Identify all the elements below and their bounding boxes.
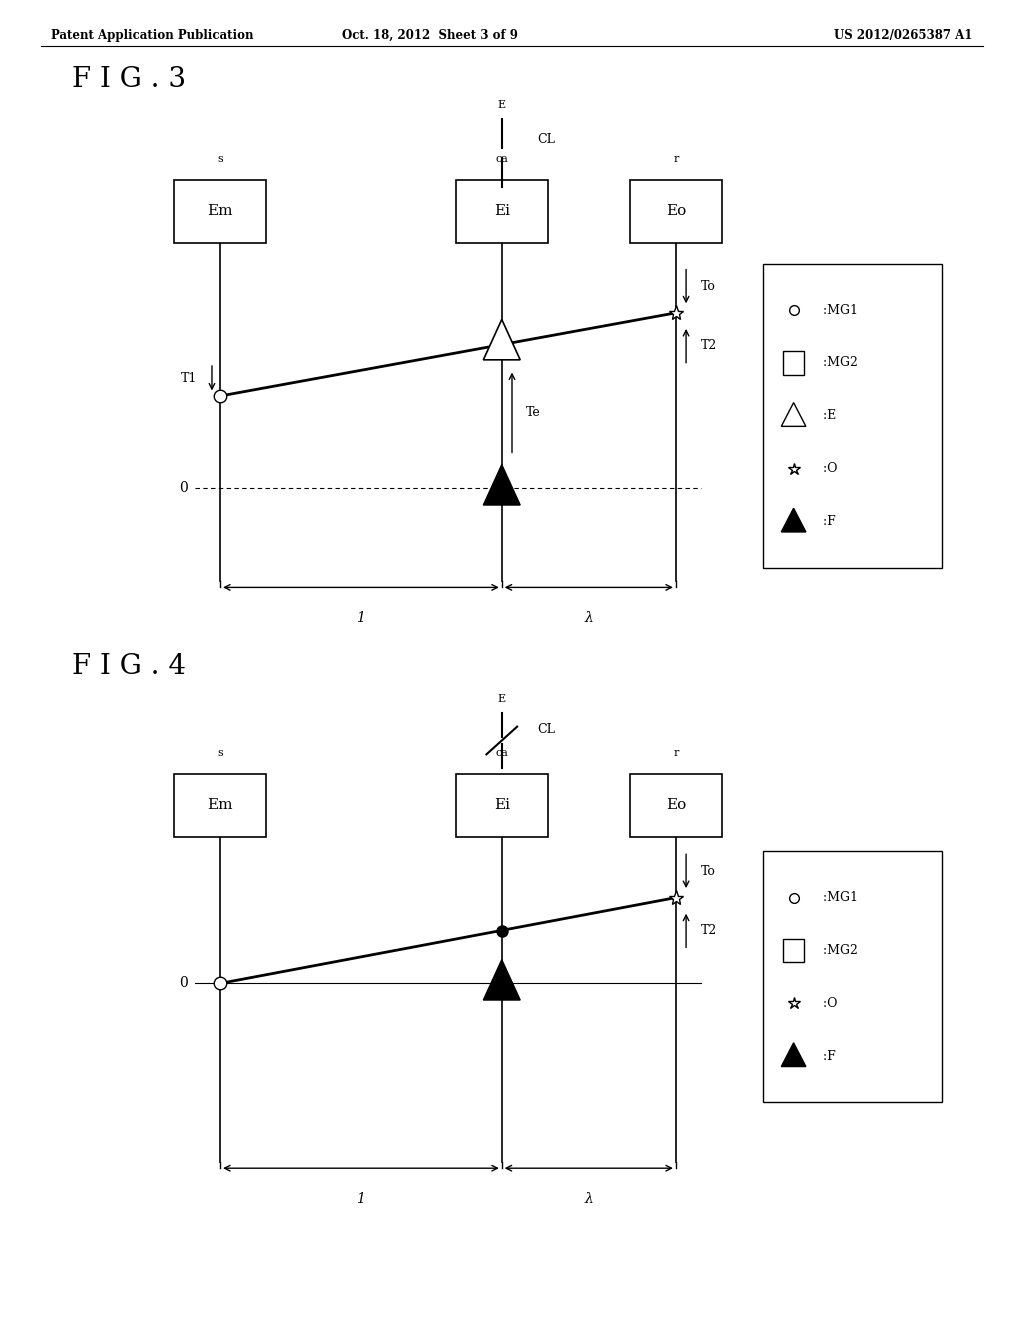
Polygon shape: [483, 960, 520, 1001]
Text: :MG1: :MG1: [819, 891, 858, 904]
Bar: [763, 851, 942, 1102]
Bar: [174, 180, 266, 243]
Text: 0: 0: [178, 977, 187, 990]
Text: r: r: [673, 747, 679, 758]
Polygon shape: [483, 465, 520, 506]
Text: CL: CL: [538, 132, 555, 145]
Bar: [763, 264, 942, 568]
Text: 1: 1: [356, 1192, 366, 1206]
Text: s: s: [217, 153, 223, 164]
Text: Ei: Ei: [494, 205, 510, 218]
Text: US 2012/0265387 A1: US 2012/0265387 A1: [835, 29, 973, 42]
Text: :O: :O: [819, 997, 838, 1010]
Bar: [456, 774, 548, 837]
Text: :E: :E: [819, 409, 837, 422]
Text: :F: :F: [819, 515, 836, 528]
Text: 1: 1: [356, 611, 366, 626]
Text: Eo: Eo: [666, 799, 686, 812]
Text: λ: λ: [585, 611, 593, 626]
Text: T2: T2: [700, 339, 717, 352]
Bar: [783, 939, 804, 962]
Polygon shape: [483, 319, 520, 360]
Text: :MG2: :MG2: [819, 356, 858, 370]
Text: CL: CL: [538, 723, 555, 737]
Text: Eo: Eo: [666, 205, 686, 218]
Text: Em: Em: [208, 205, 232, 218]
Text: T1: T1: [181, 372, 198, 384]
Polygon shape: [781, 508, 806, 532]
Bar: [630, 774, 722, 837]
Polygon shape: [781, 403, 806, 426]
Text: :MG2: :MG2: [819, 944, 858, 957]
Text: ca: ca: [496, 747, 508, 758]
Text: E: E: [498, 99, 506, 110]
Text: To: To: [700, 280, 716, 293]
Text: r: r: [673, 153, 679, 164]
Text: Oct. 18, 2012  Sheet 3 of 9: Oct. 18, 2012 Sheet 3 of 9: [342, 29, 518, 42]
Text: :MG1: :MG1: [819, 304, 858, 317]
Bar: [630, 180, 722, 243]
Text: F I G . 4: F I G . 4: [72, 653, 185, 680]
Bar: [783, 351, 804, 375]
Bar: [456, 180, 548, 243]
Polygon shape: [781, 1043, 806, 1067]
Text: 0: 0: [178, 482, 187, 495]
Text: λ: λ: [585, 1192, 593, 1206]
Text: :O: :O: [819, 462, 838, 475]
Text: To: To: [700, 865, 716, 878]
Text: Patent Application Publication: Patent Application Publication: [51, 29, 254, 42]
Text: Em: Em: [208, 799, 232, 812]
Text: :F: :F: [819, 1049, 836, 1063]
Bar: [174, 774, 266, 837]
Text: E: E: [498, 693, 506, 704]
Text: s: s: [217, 747, 223, 758]
Text: ca: ca: [496, 153, 508, 164]
Text: Te: Te: [526, 407, 541, 418]
Text: T2: T2: [700, 924, 717, 937]
Text: Ei: Ei: [494, 799, 510, 812]
Text: F I G . 3: F I G . 3: [72, 66, 185, 92]
